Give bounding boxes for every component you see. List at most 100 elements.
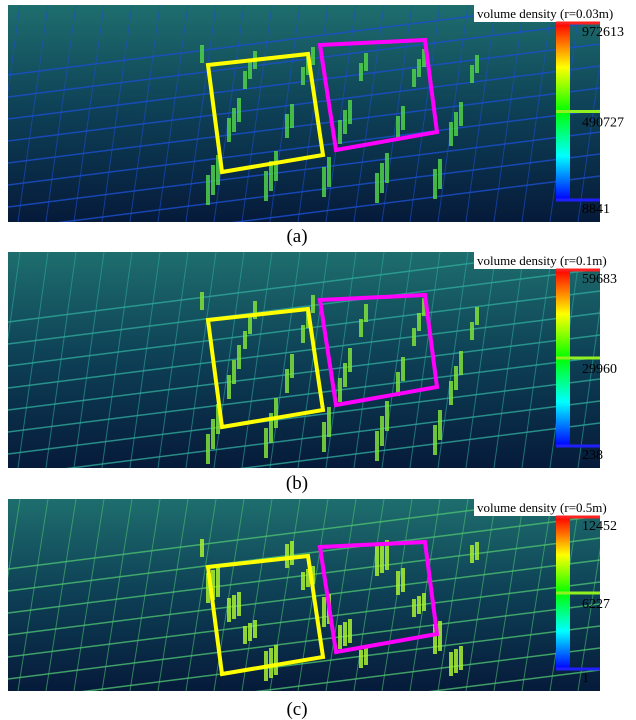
insulator: [396, 571, 400, 595]
insulator: [343, 622, 347, 646]
insulator: [311, 47, 315, 65]
insulator: [364, 53, 368, 71]
mid-label: 490727: [582, 116, 624, 131]
insulator: [359, 63, 363, 81]
insulator: [232, 360, 236, 384]
insulator: [401, 568, 405, 592]
insulator: [449, 652, 453, 676]
insulator: [343, 110, 347, 134]
insulator: [301, 325, 305, 343]
insulator: [412, 69, 416, 87]
insulator: [243, 71, 247, 89]
insulator: [470, 322, 474, 340]
insulator: [285, 369, 289, 393]
insulator: [322, 422, 326, 452]
insulator: [422, 593, 426, 611]
insulator: [375, 431, 379, 461]
colorbar-title: volume density (r=0.5m): [477, 500, 607, 515]
insulator: [454, 112, 458, 136]
mid-label: 6227: [582, 597, 610, 612]
colorbar-title: volume density (r=0.03m): [477, 6, 613, 21]
insulator: [248, 316, 252, 334]
insulator: [248, 623, 252, 641]
insulator: [264, 428, 268, 458]
insulator: [396, 116, 400, 140]
caption: (b): [286, 473, 308, 494]
caption: (a): [286, 226, 307, 247]
insulator: [237, 592, 241, 616]
caption: (c): [286, 699, 307, 720]
insulator: [401, 106, 405, 130]
figure: volume density (r=0.03m)9726134907278841…: [0, 0, 636, 720]
insulator: [459, 646, 463, 670]
insulator: [285, 114, 289, 138]
insulator: [206, 434, 210, 464]
point-cloud: [0, 0, 608, 251]
insulator: [433, 425, 437, 455]
insulator: [232, 108, 236, 132]
insulator: [375, 173, 379, 203]
insulator: [359, 650, 363, 668]
insulator: [348, 619, 352, 643]
insulator: [290, 104, 294, 128]
insulator: [243, 626, 247, 644]
insulator: [380, 416, 384, 446]
insulator: [454, 649, 458, 673]
insulator: [274, 398, 278, 428]
insulator: [200, 292, 204, 310]
insulator: [459, 102, 463, 126]
point-cloud: [0, 494, 608, 720]
insulator: [200, 45, 204, 63]
insulator: [227, 598, 231, 622]
insulator: [322, 597, 326, 627]
insulator: [364, 647, 368, 665]
insulator: [290, 541, 294, 565]
insulator: [216, 567, 220, 597]
min-label: 238: [582, 448, 603, 463]
insulator: [200, 539, 204, 557]
insulator: [412, 599, 416, 617]
max-label: 12452: [582, 519, 617, 534]
insulator: [417, 313, 421, 331]
point-cloud: [0, 247, 608, 498]
max-label: 59683: [582, 272, 617, 287]
insulator: [274, 645, 278, 675]
insulator: [227, 118, 231, 142]
insulator: [301, 67, 305, 85]
insulator: [380, 543, 384, 573]
insulator: [327, 157, 331, 187]
insulator: [470, 545, 474, 563]
min-label: 8841: [582, 202, 610, 217]
insulator: [269, 648, 273, 678]
insulator: [290, 354, 294, 378]
insulator: [237, 98, 241, 122]
insulator: [449, 381, 453, 405]
mid-label: 29960: [582, 362, 617, 377]
insulator: [301, 572, 305, 590]
insulator: [248, 61, 252, 79]
insulator: [375, 546, 379, 576]
insulator: [385, 153, 389, 183]
insulator: [459, 351, 463, 375]
insulator: [475, 307, 479, 325]
insulator: [338, 378, 342, 402]
insulator: [433, 169, 437, 199]
insulator: [274, 151, 278, 181]
insulator: [264, 171, 268, 201]
insulator: [385, 401, 389, 431]
insulator: [237, 345, 241, 369]
insulator: [227, 375, 231, 399]
insulator: [327, 407, 331, 437]
insulator: [343, 363, 347, 387]
insulator: [359, 319, 363, 337]
insulator: [475, 542, 479, 560]
insulator: [417, 59, 421, 77]
insulator: [348, 100, 352, 124]
insulator: [454, 366, 458, 390]
insulator: [380, 163, 384, 193]
insulator: [470, 65, 474, 83]
insulator: [438, 621, 442, 651]
insulator: [206, 175, 210, 205]
colorbar-title: volume density (r=0.1m): [477, 253, 607, 268]
insulator: [338, 120, 342, 144]
